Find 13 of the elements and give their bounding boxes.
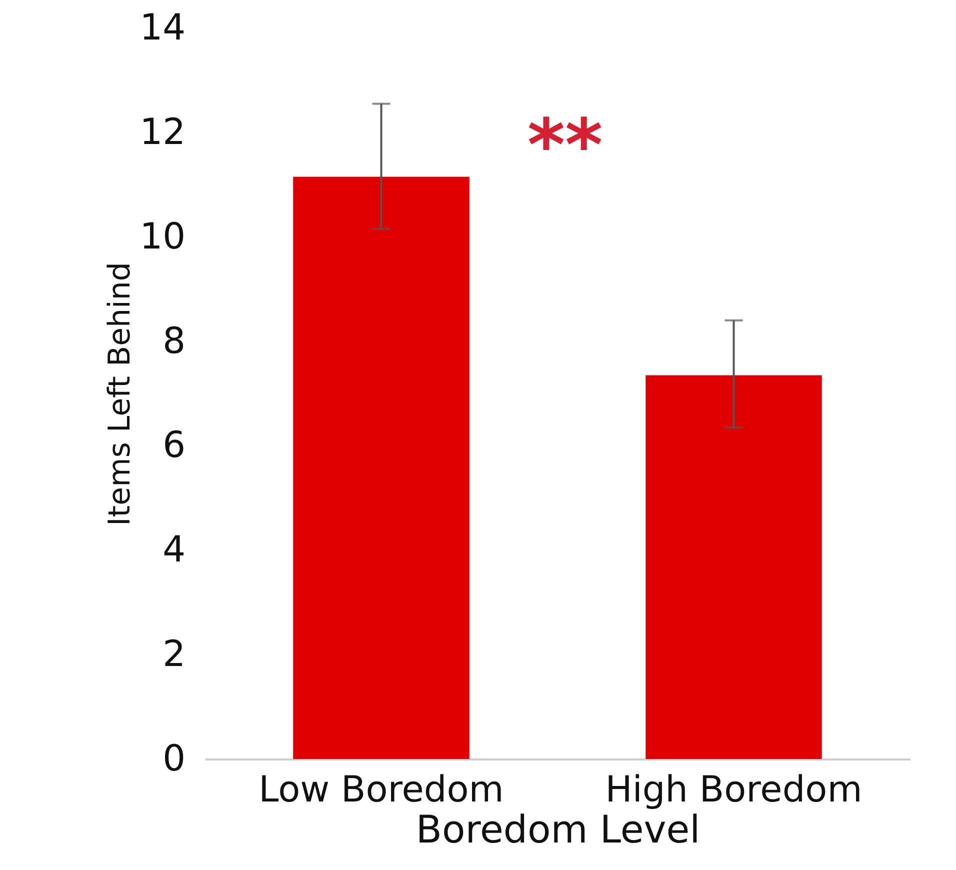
y-tick-label: 8 bbox=[162, 320, 186, 362]
y-tick-label: 0 bbox=[162, 738, 186, 780]
y-tick-label: 6 bbox=[162, 425, 186, 466]
x-axis-title: Boredom Level bbox=[416, 808, 700, 852]
x-tick-label: High Boredom bbox=[605, 770, 862, 810]
y-tick-label: 10 bbox=[140, 216, 186, 258]
annotation: ** bbox=[527, 103, 603, 187]
y-axis-title: Items Left Behind bbox=[102, 262, 138, 526]
y-tick-label: 12 bbox=[140, 112, 186, 153]
y-tick-label: 2 bbox=[162, 634, 186, 676]
y-tick-label: 14 bbox=[140, 8, 186, 48]
x-tick-label: Low Boredom bbox=[258, 770, 504, 810]
y-tick-label: 4 bbox=[162, 530, 186, 571]
